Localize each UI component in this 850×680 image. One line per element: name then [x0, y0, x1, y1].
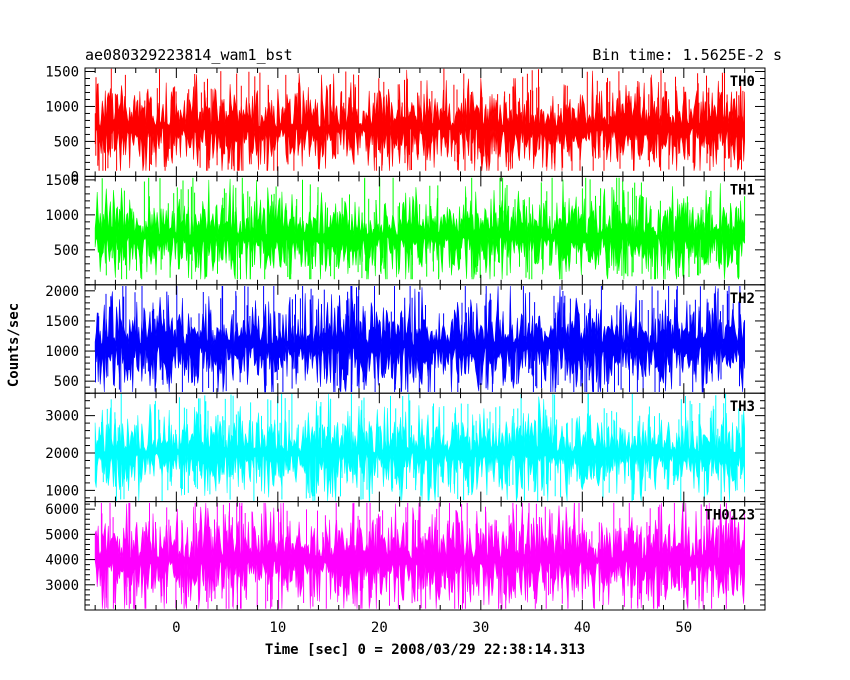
- series-spikes-th2: [95, 286, 741, 392]
- y-tick-label: 500: [54, 243, 79, 259]
- panels-group: 050010001500TH050010001500TH150010001500…: [45, 64, 766, 636]
- series-band-th3: [94, 393, 745, 501]
- x-tick-label: 0: [172, 620, 180, 636]
- y-tick-label: 1000: [45, 208, 79, 224]
- series-spikes-th0: [95, 68, 744, 171]
- series-spikes-th1: [101, 177, 746, 280]
- x-tick-label: 10: [269, 620, 286, 636]
- y-tick-label: 500: [54, 134, 79, 150]
- y-tick-label: 2000: [45, 284, 79, 300]
- y-tick-label: 1500: [45, 173, 79, 189]
- panel-th1: 500 1000 1500 TH1: [45, 173, 766, 286]
- series-band-th2: [94, 285, 745, 393]
- y-tick-label: 3000: [45, 409, 79, 425]
- y-tick-label: 2000: [45, 446, 79, 462]
- series-spikes-th3: [101, 393, 743, 501]
- panel-label-th2: TH2: [730, 291, 755, 307]
- panel-label-th3: TH3: [730, 399, 755, 415]
- x-tick-label: 20: [371, 620, 388, 636]
- panel-th0: 0 500 1000 1500 TH0: [45, 64, 766, 185]
- y-tick-label: 1000: [45, 483, 79, 499]
- bin-time-label: Bin time: 1.5625E-2 s: [592, 46, 782, 64]
- y-tick-label: 1500: [45, 64, 79, 80]
- panel-th2: 500 1000 1500 2000 TH2: [45, 284, 766, 394]
- series-band-th0: [94, 69, 745, 172]
- panel-label-th0: TH0: [730, 74, 755, 90]
- chart-title: ae080329223814_wam1_bst: [85, 46, 293, 64]
- series-spikes-th0123: [100, 502, 737, 609]
- y-tick-label: 1500: [45, 314, 79, 330]
- panel-th0123: 3000 4000 5000 6000 TH0123: [45, 501, 766, 611]
- y-tick-label: 5000: [45, 527, 79, 543]
- panel-label-th0123: TH0123: [704, 508, 755, 524]
- y-axis-title: Counts/sec: [6, 303, 22, 387]
- panel-label-th1: TH1: [730, 182, 755, 198]
- x-tick-label: 30: [472, 620, 489, 636]
- x-axis-title: Time [sec] 0 = 2008/03/29 22:38:14.313: [265, 642, 585, 658]
- y-tick-label: 6000: [45, 502, 79, 518]
- y-tick-label: 0: [71, 169, 79, 185]
- y-tick-label: 4000: [45, 553, 79, 569]
- x-tick-label: 50: [675, 620, 692, 636]
- panel-th3: 1000 2000 3000 TH3: [45, 392, 766, 503]
- y-tick-label: 500: [54, 374, 79, 390]
- y-tick-label: 3000: [45, 578, 79, 594]
- x-tick-label: 40: [574, 620, 591, 636]
- y-tick-label: 1000: [45, 344, 79, 360]
- panel-frame: [84, 501, 766, 611]
- y-tick-label: 1000: [45, 99, 79, 115]
